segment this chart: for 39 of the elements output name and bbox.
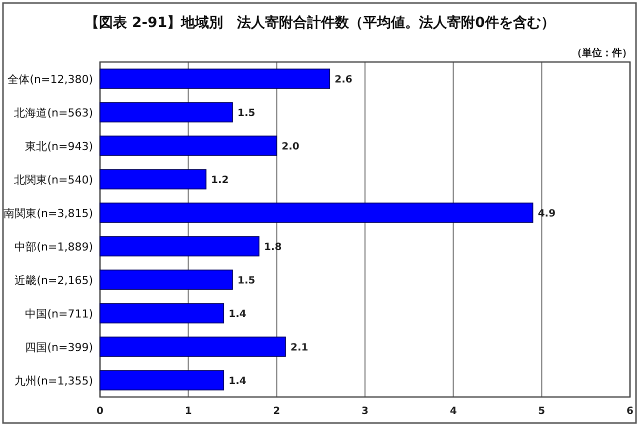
y-tick-label: 全体(n=12,380) bbox=[8, 72, 93, 86]
data-label: 2.6 bbox=[334, 74, 352, 86]
data-label: 1.4 bbox=[228, 376, 246, 387]
y-tick-label: 中部(n=1,889) bbox=[14, 240, 93, 254]
data-label: 4.9 bbox=[538, 208, 556, 220]
x-tick-label: 4 bbox=[450, 406, 457, 417]
x-tick-label: 1 bbox=[184, 406, 192, 417]
bar bbox=[100, 336, 286, 357]
bar bbox=[100, 202, 534, 223]
bar bbox=[100, 303, 224, 324]
y-tick-label: 四国(n=399) bbox=[25, 340, 93, 354]
y-tick-label: 東北(n=943) bbox=[25, 140, 93, 153]
y-tick-label: 北関東(n=540) bbox=[14, 173, 93, 186]
x-tick-label: 3 bbox=[362, 406, 369, 417]
data-label: 1.5 bbox=[238, 275, 256, 286]
bar bbox=[100, 68, 330, 89]
y-tick-label: 北海道(n=563) bbox=[14, 106, 93, 120]
data-label: 1.4 bbox=[228, 308, 246, 320]
text: （単位：件） bbox=[572, 47, 632, 59]
bar bbox=[100, 270, 233, 290]
x-tick-label: 6 bbox=[626, 406, 634, 417]
y-tick-label: 南関東(n=3,815) bbox=[4, 206, 93, 220]
data-label: 2.1 bbox=[290, 342, 308, 354]
x-tick-label: 2 bbox=[273, 406, 280, 417]
x-tick-label: 0 bbox=[96, 406, 104, 417]
bar bbox=[100, 236, 260, 256]
data-label: 2.0 bbox=[282, 141, 300, 152]
data-label: 1.8 bbox=[264, 242, 282, 253]
bar bbox=[100, 136, 278, 156]
y-tick-label: 中国(n=711) bbox=[25, 307, 93, 320]
y-tick-label: 九州(n=1,355) bbox=[14, 374, 93, 388]
chart-title: 【図表 2-91】地域別 法人寄附合計件数（平均値。法人寄附0件を含む） bbox=[85, 14, 555, 31]
bar bbox=[100, 370, 224, 390]
bar bbox=[100, 169, 206, 190]
data-label: 1.5 bbox=[238, 108, 256, 119]
bar bbox=[100, 102, 233, 122]
x-tick-label: 5 bbox=[538, 406, 546, 417]
data-label: 1.2 bbox=[211, 174, 229, 186]
y-tick-label: 近畿(n=2,165) bbox=[14, 274, 93, 287]
